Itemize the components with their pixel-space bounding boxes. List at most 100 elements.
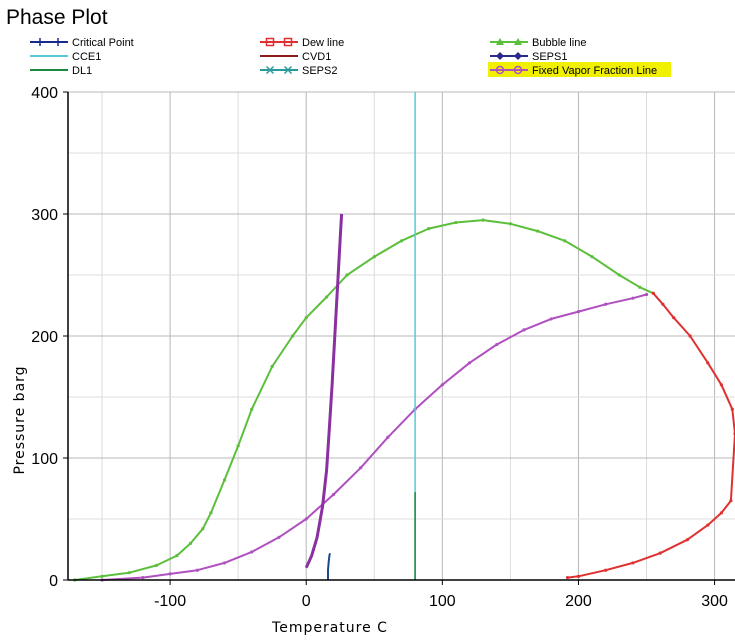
data-point	[685, 538, 689, 542]
data-point	[495, 342, 499, 347]
data-point	[331, 493, 336, 497]
data-point	[440, 383, 444, 387]
data-point	[168, 572, 172, 576]
y-tick-label: 200	[31, 329, 58, 346]
data-point	[576, 310, 581, 314]
legend-label: Fixed Vapor Fraction Line	[532, 65, 657, 77]
data-point	[345, 273, 349, 277]
x-tick-label: -100	[154, 593, 186, 610]
x-tick-label: 300	[701, 593, 728, 610]
y-tick-label: 300	[31, 207, 58, 224]
x-tick-label: 200	[565, 593, 592, 610]
grid	[68, 91, 735, 580]
legend: Critical Point Dew line Bubble line CCE1 CVD…	[30, 37, 671, 77]
data-point	[644, 292, 649, 297]
legend-item: Critical Point	[30, 37, 134, 49]
data-point	[209, 511, 213, 515]
data-point	[590, 255, 594, 259]
y-tick-label: 400	[31, 85, 58, 102]
data-point	[222, 478, 227, 482]
data-point	[730, 407, 734, 411]
data-point	[661, 302, 665, 306]
legend-marker	[495, 65, 505, 75]
data-point	[631, 296, 635, 300]
legend-label: Dew line	[302, 37, 344, 49]
data-point	[522, 328, 526, 332]
data-point	[604, 568, 608, 572]
legend-marker	[265, 37, 275, 47]
data-point	[658, 551, 662, 555]
legend-marker	[265, 65, 275, 75]
data-point	[481, 218, 485, 222]
data-point	[277, 535, 281, 539]
legend-marker	[283, 37, 293, 47]
legend-label: CVD1	[302, 51, 331, 63]
data-point	[222, 561, 227, 565]
data-point	[536, 229, 540, 233]
legend-item: DL1	[30, 65, 92, 77]
x-tick-label: 0	[302, 593, 311, 610]
legend-label: CCE1	[72, 51, 101, 63]
data-point	[565, 575, 570, 580]
data-point	[270, 364, 274, 369]
data-point	[188, 541, 193, 546]
legend-marker	[496, 52, 504, 60]
x-axis-title: Temperature C	[271, 620, 388, 636]
legend-marker	[514, 52, 522, 60]
legend-label: Bubble line	[532, 37, 586, 49]
legend-label: DL1	[72, 65, 92, 77]
legend-marker	[496, 38, 504, 45]
legend-item: Bubble line	[490, 37, 586, 49]
data-point	[631, 561, 635, 565]
legend-item: CVD1	[260, 51, 331, 63]
data-point	[672, 316, 676, 320]
data-point	[508, 222, 512, 226]
data-point	[201, 527, 205, 531]
y-tick-label: 100	[31, 451, 58, 468]
data-point	[706, 361, 710, 365]
data-point	[250, 407, 254, 411]
legend-item: SEPS1	[490, 51, 567, 63]
data-point	[325, 295, 329, 299]
data-point	[688, 334, 692, 338]
data-point	[304, 316, 308, 320]
data-point	[141, 575, 145, 580]
legend-marker	[514, 38, 522, 45]
data-point	[467, 361, 472, 365]
legend-marker	[513, 65, 523, 75]
legend-item: Fixed Vapor Fraction Line	[488, 62, 671, 77]
data-point	[100, 574, 104, 578]
legend-item: Dew line	[260, 37, 344, 49]
data-point	[175, 554, 179, 558]
data-point	[236, 444, 240, 448]
legend-item: SEPS2	[260, 65, 337, 77]
data-point	[651, 291, 655, 295]
legend-label: Critical Point	[72, 37, 134, 49]
legend-marker	[283, 65, 293, 75]
chart-title: Phase Plot	[6, 6, 108, 29]
data-point	[359, 466, 363, 470]
data-point	[304, 517, 308, 521]
data-point	[427, 227, 431, 231]
legend-label: SEPS2	[302, 65, 337, 77]
data-point	[576, 574, 581, 578]
series-bubble-line	[74, 219, 654, 581]
data-point	[604, 302, 608, 306]
y-axis-title: Pressure barg	[12, 365, 28, 474]
data-point	[399, 239, 404, 243]
legend-label: SEPS1	[532, 51, 567, 63]
data-point	[250, 550, 254, 554]
data-point	[719, 383, 723, 387]
data-point	[617, 273, 621, 277]
data-point	[195, 568, 199, 572]
data-point	[127, 571, 131, 575]
x-tick-label: 100	[429, 593, 456, 610]
data-point	[706, 523, 710, 527]
data-point	[719, 511, 723, 515]
data-point	[563, 239, 567, 243]
data-point	[638, 285, 642, 289]
data-point	[291, 334, 295, 338]
data-point	[549, 317, 553, 321]
legend-item: CCE1	[30, 51, 101, 63]
